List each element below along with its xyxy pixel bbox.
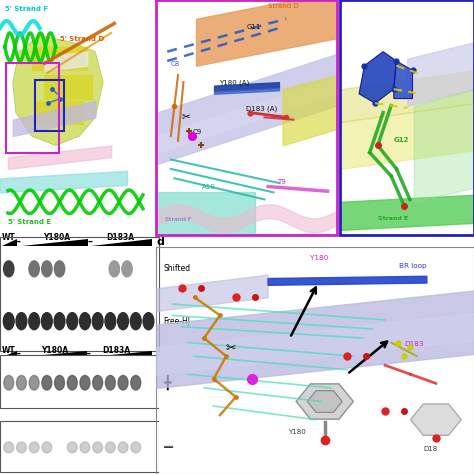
Text: ╋: ╋ (164, 375, 171, 391)
Polygon shape (13, 35, 103, 146)
Text: Y180: Y180 (310, 255, 328, 261)
Text: D183: D183 (404, 341, 424, 347)
Bar (0, 355, 159, 408)
Text: D183 (A): D183 (A) (246, 105, 278, 112)
Text: Strand D: Strand D (268, 3, 299, 9)
Text: C9: C9 (192, 129, 202, 135)
Ellipse shape (118, 375, 128, 390)
Text: WT: WT (2, 233, 16, 242)
Text: –: – (87, 237, 92, 247)
Polygon shape (1, 351, 17, 357)
Text: ✂: ✂ (226, 342, 237, 355)
Text: Strand E: Strand E (378, 216, 408, 221)
Text: 5' Strand E: 5' Strand E (8, 219, 51, 225)
Ellipse shape (105, 313, 116, 330)
Ellipse shape (55, 375, 64, 390)
Text: –: – (86, 349, 91, 359)
Ellipse shape (67, 442, 77, 453)
Text: 5' Strand D: 5' Strand D (60, 36, 105, 42)
Text: Shifted: Shifted (164, 264, 191, 273)
Text: C8: C8 (171, 61, 180, 67)
Bar (6, 64, 59, 153)
Ellipse shape (4, 375, 14, 390)
Ellipse shape (41, 313, 52, 330)
Text: D183A: D183A (103, 346, 131, 355)
Polygon shape (22, 351, 87, 357)
Text: WT: WT (2, 346, 16, 355)
Ellipse shape (143, 313, 154, 330)
Polygon shape (91, 239, 152, 246)
Text: 5' Strand F: 5' Strand F (5, 6, 48, 12)
Polygon shape (296, 384, 353, 419)
Polygon shape (22, 239, 88, 246)
Text: ✂: ✂ (182, 111, 191, 121)
Text: Y180 (A): Y180 (A) (219, 80, 250, 86)
Polygon shape (359, 52, 396, 103)
Text: Y180A: Y180A (41, 346, 68, 355)
Ellipse shape (122, 261, 132, 277)
Ellipse shape (42, 261, 52, 277)
Polygon shape (1, 239, 17, 246)
Ellipse shape (42, 375, 52, 390)
Ellipse shape (17, 375, 27, 390)
Text: Y180: Y180 (288, 429, 306, 435)
Text: d: d (156, 237, 164, 247)
Text: Free-HJ: Free-HJ (164, 317, 191, 326)
Text: –: – (16, 237, 21, 247)
Ellipse shape (92, 313, 103, 330)
Ellipse shape (42, 442, 52, 453)
Ellipse shape (80, 313, 91, 330)
Polygon shape (90, 351, 152, 357)
Polygon shape (394, 61, 412, 99)
Text: D183A: D183A (106, 233, 134, 242)
Ellipse shape (80, 375, 90, 390)
Text: –: – (16, 349, 21, 359)
Text: BR loop: BR loop (400, 263, 427, 269)
Ellipse shape (29, 261, 39, 277)
Polygon shape (410, 404, 461, 435)
Ellipse shape (16, 313, 27, 330)
Ellipse shape (55, 261, 65, 277)
Text: G11: G11 (246, 24, 261, 30)
Ellipse shape (4, 442, 14, 453)
Text: Y180A: Y180A (43, 233, 70, 242)
Ellipse shape (67, 375, 77, 390)
Ellipse shape (105, 442, 115, 453)
Text: D18: D18 (423, 447, 438, 452)
Ellipse shape (118, 313, 128, 330)
Ellipse shape (67, 313, 78, 330)
Ellipse shape (80, 442, 90, 453)
Ellipse shape (131, 442, 141, 453)
Ellipse shape (109, 261, 119, 277)
Ellipse shape (105, 375, 115, 390)
Ellipse shape (130, 313, 141, 330)
Ellipse shape (118, 442, 128, 453)
Ellipse shape (3, 313, 14, 330)
Text: G12: G12 (394, 137, 409, 143)
Bar (35, 80, 64, 131)
Text: ══: ══ (164, 443, 173, 452)
Ellipse shape (29, 375, 39, 390)
Polygon shape (307, 391, 342, 412)
Ellipse shape (29, 313, 39, 330)
Ellipse shape (4, 261, 14, 277)
Bar (0, 421, 159, 472)
Ellipse shape (54, 313, 65, 330)
Ellipse shape (93, 442, 102, 453)
Ellipse shape (93, 375, 102, 390)
Ellipse shape (29, 442, 39, 453)
Ellipse shape (131, 375, 141, 390)
Text: T9: T9 (277, 179, 286, 185)
Ellipse shape (17, 442, 27, 453)
Text: A10: A10 (201, 184, 215, 190)
Text: Strand F: Strand F (165, 217, 192, 222)
